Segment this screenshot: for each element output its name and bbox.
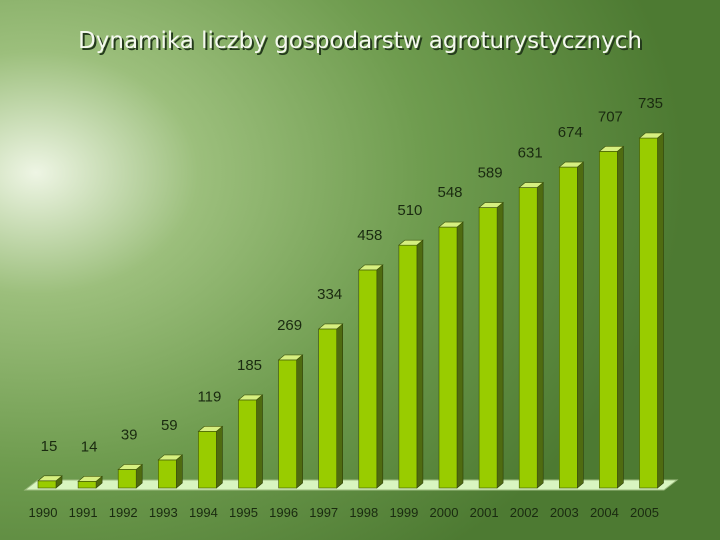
value-label: 14 [81,438,98,455]
bar [478,207,498,489]
bar [198,431,217,489]
bar-top [37,475,63,482]
bar-top [77,476,103,482]
bar-side [617,145,624,489]
value-label: 269 [277,317,302,334]
value-label: 674 [558,124,583,141]
bar-side [536,181,544,489]
x-tick-label: 1993 [149,505,178,520]
chart-title: Dynamika liczby gospodarstw agroturystyc… [78,28,642,54]
value-label: 458 [357,227,382,244]
x-tick-label: 1995 [229,505,258,520]
bar-top [197,426,224,432]
value-label: 631 [518,145,543,162]
x-tick-label: 1992 [109,505,138,520]
x-tick-label: 2000 [430,505,459,520]
bar [639,137,658,489]
bar-top [478,202,504,208]
bar [77,481,97,489]
bar-side [376,264,384,489]
bar-side [176,454,183,489]
bar [358,269,378,489]
bar-top [398,239,424,246]
value-label: 59 [161,417,178,434]
x-tick-label: 1997 [309,505,338,520]
bar-side [216,425,223,489]
bar-side [336,323,344,489]
bar [599,151,618,489]
floor [23,479,679,491]
x-tick-label: 2001 [470,505,499,520]
value-label: 589 [478,165,503,182]
bar-top [277,354,304,361]
bar [37,480,57,489]
value-label: 119 [197,388,221,405]
x-tick-label: 1996 [269,505,298,520]
bar-top [237,394,264,401]
value-label: 510 [397,202,422,219]
x-tick-label: 1990 [29,505,58,520]
bar-top [438,221,464,228]
value-label: 39 [121,426,138,443]
x-tick-label: 1999 [389,505,418,520]
value-label: 707 [598,108,623,125]
bar-top [317,323,344,330]
bar-top [518,182,545,188]
bar-side [456,221,464,489]
value-label: 735 [638,95,663,112]
bar-top [117,464,144,470]
bar-side [256,394,263,489]
bar-side [496,201,504,489]
x-tick-label: 2003 [550,505,579,520]
bar-side [657,132,664,489]
bar [318,328,338,489]
bar [278,359,297,489]
value-label: 548 [437,184,462,201]
bar [158,459,177,489]
bar [117,469,137,489]
bar-top [638,132,665,139]
x-tick-label: 2005 [630,505,659,520]
bar-top [157,454,184,461]
bar-side [576,161,584,489]
bar [238,399,257,489]
chart-title-shadow: Dynamika liczby gospodarstw agroturystyc… [80,30,644,56]
bar [438,226,458,489]
bar [398,244,418,489]
x-tick-label: 2002 [510,505,539,520]
x-tick-label: 1998 [349,505,378,520]
bar-top [598,146,625,152]
value-label: 185 [237,357,262,374]
x-tick-label: 1991 [69,505,98,520]
bar-side [416,239,424,489]
value-label: 15 [41,438,58,455]
x-tick-label: 1994 [189,505,218,520]
bar-side [296,354,303,489]
bar [558,166,578,489]
bar-top [558,161,585,168]
bar-top [357,264,384,271]
bar [518,187,538,489]
value-label: 334 [317,286,342,303]
x-tick-label: 2004 [590,505,619,520]
